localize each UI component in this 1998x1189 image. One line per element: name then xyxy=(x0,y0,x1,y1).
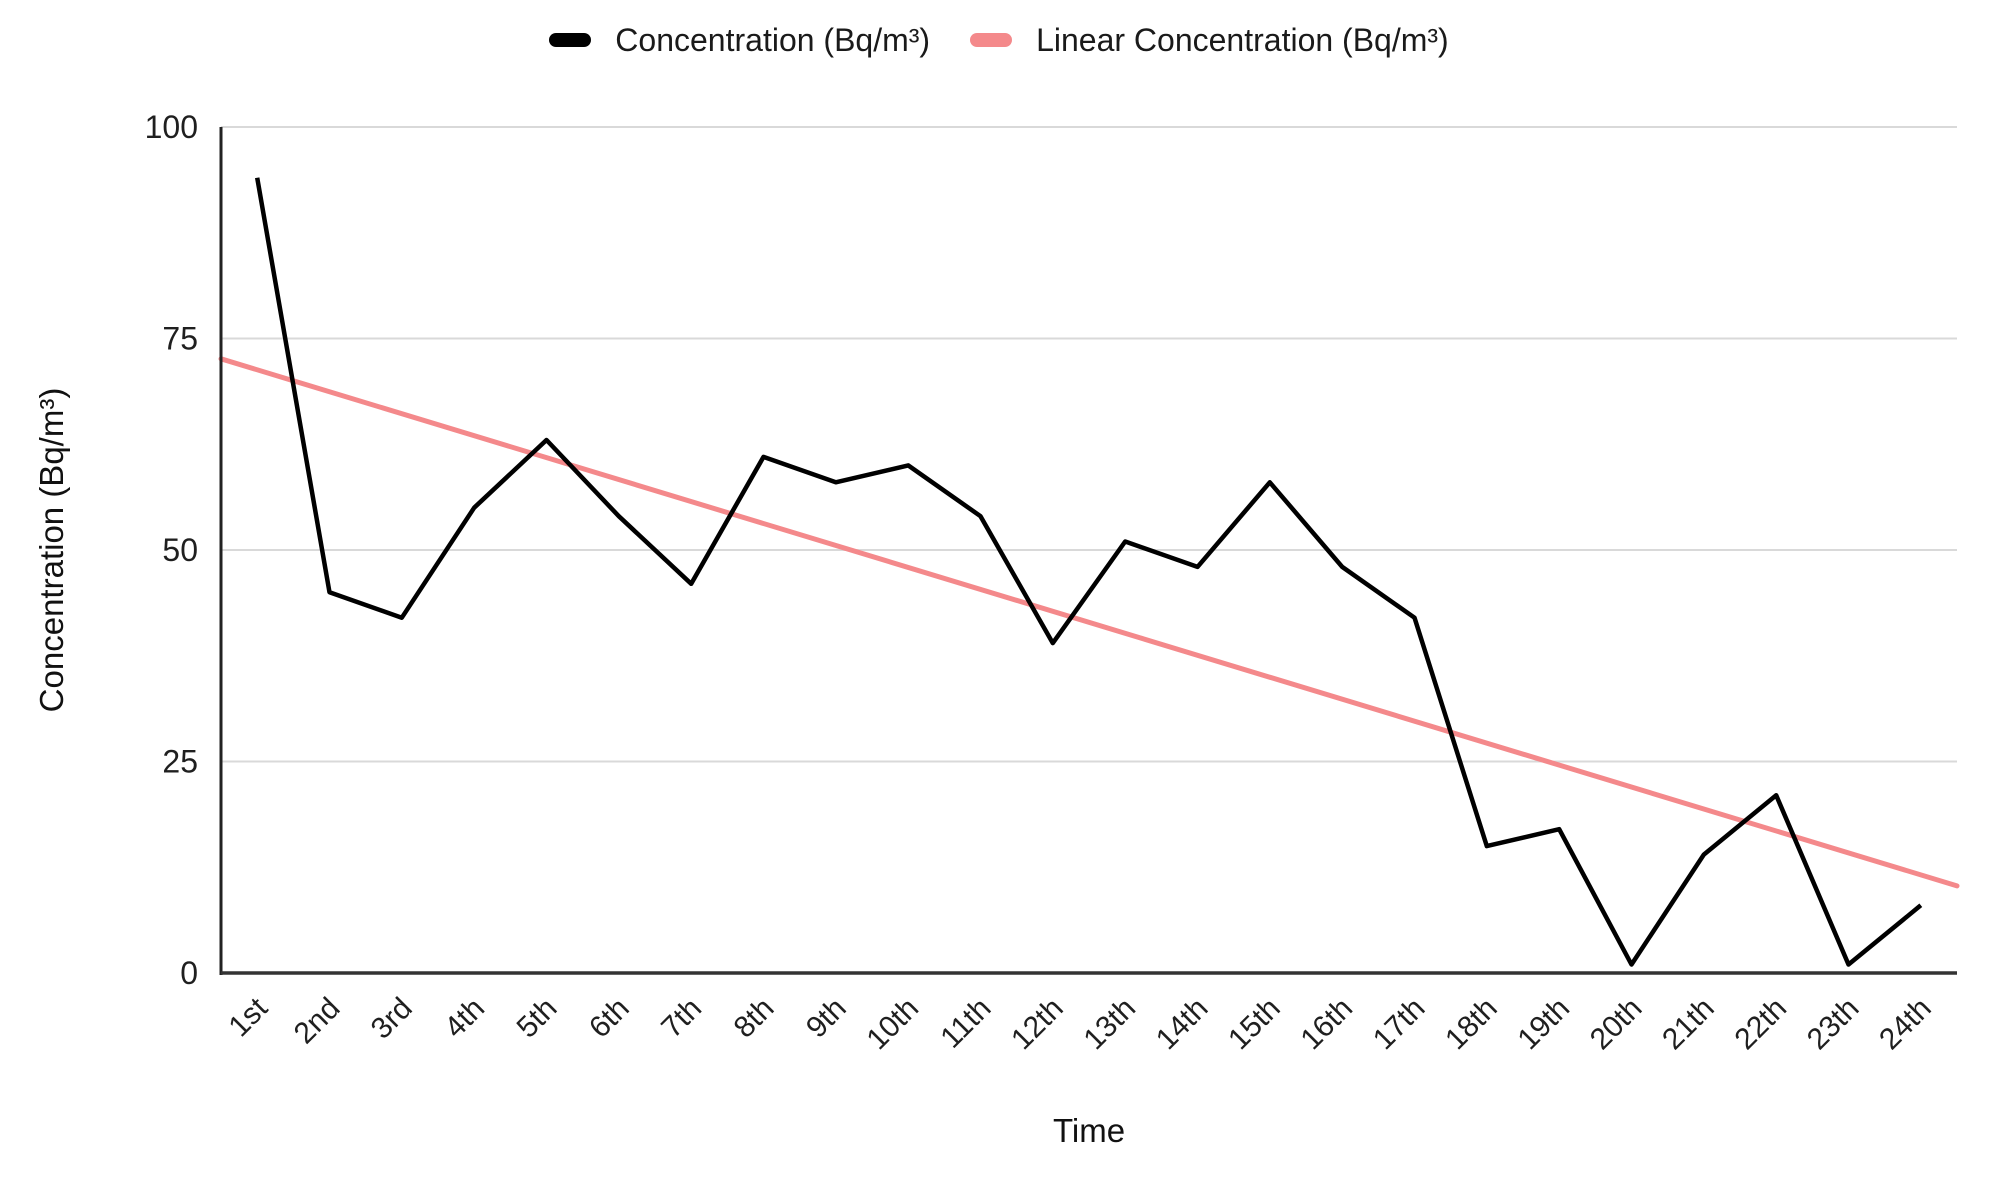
y-tick-label-0: 0 xyxy=(180,955,198,991)
legend-item-linear-concentration: Linear Concentration (Bq/m³) xyxy=(970,24,1449,56)
y-tick-label-100: 100 xyxy=(145,109,198,145)
x-tick-label-10th: 10th xyxy=(860,992,925,1057)
x-tick-label-6th: 6th xyxy=(583,992,636,1045)
trend-line xyxy=(218,356,1960,889)
legend-item-concentration: Concentration (Bq/m³) xyxy=(549,24,930,56)
x-tick-label-24th: 24th xyxy=(1873,992,1938,1057)
x-axis-title: Time xyxy=(1052,1112,1126,1149)
x-tick-label-8th: 8th xyxy=(728,992,781,1045)
legend-swatch-linear-concentration xyxy=(970,33,1013,47)
y-tick-label-50: 50 xyxy=(162,532,198,568)
x-tick-label-20th: 20th xyxy=(1584,992,1649,1057)
x-tick-label-15th: 15th xyxy=(1222,992,1287,1057)
legend-swatch-concentration xyxy=(549,33,592,47)
legend-label-linear-concentration: Linear Concentration (Bq/m³) xyxy=(1036,22,1449,58)
legend: Concentration (Bq/m³) Linear Concentrati… xyxy=(0,24,1998,56)
x-tick-label-2nd: 2nd xyxy=(288,992,347,1051)
x-tick-label-16th: 16th xyxy=(1294,992,1359,1057)
x-tick-label-7th: 7th xyxy=(655,992,708,1045)
series-line xyxy=(254,177,1923,967)
x-tick-label-19th: 19th xyxy=(1511,992,1576,1057)
legend-label-concentration: Concentration (Bq/m³) xyxy=(615,22,931,58)
x-tick-label-1st: 1st xyxy=(222,991,274,1043)
x-tick-label-23th: 23th xyxy=(1801,992,1866,1057)
y-tick-label-25: 25 xyxy=(162,744,198,780)
x-tick-label-22th: 22th xyxy=(1728,992,1793,1057)
y-axis-title: Concentration (Bq/m³) xyxy=(33,387,70,713)
x-tick-label-21th: 21th xyxy=(1656,992,1721,1057)
x-tick-label-18th: 18th xyxy=(1439,992,1504,1057)
x-tick-label-5th: 5th xyxy=(511,992,564,1045)
x-tick-label-12th: 12th xyxy=(1005,992,1070,1057)
x-tick-label-4th: 4th xyxy=(438,992,491,1045)
x-tick-label-11th: 11th xyxy=(934,992,997,1055)
x-tick-label-14th: 14th xyxy=(1150,992,1215,1057)
y-tick-label-75: 75 xyxy=(162,321,198,357)
x-tick-label-9th: 9th xyxy=(800,992,853,1045)
x-tick-label-3rd: 3rd xyxy=(365,992,419,1046)
x-tick-label-17th: 17th xyxy=(1367,992,1432,1057)
x-tick-label-13th: 13th xyxy=(1077,992,1142,1057)
